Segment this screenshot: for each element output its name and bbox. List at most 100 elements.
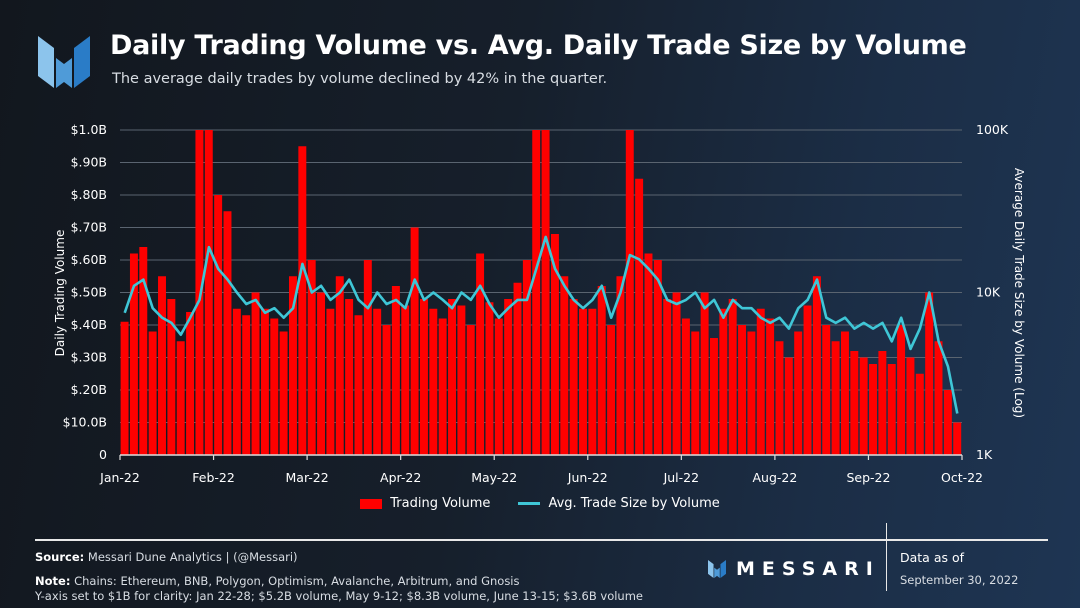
volume-bar [494, 318, 503, 455]
y-tick-label: $.40B [71, 317, 107, 332]
volume-bar [915, 373, 924, 455]
volume-bar [840, 331, 849, 455]
volume-bar [560, 276, 569, 455]
note-line: Note: Chains: Ethereum, BNB, Polygon, Op… [35, 574, 520, 588]
volume-bar [186, 312, 195, 455]
volume-bar [775, 341, 784, 455]
x-tick-label: Jan-22 [99, 470, 140, 485]
volume-bar [710, 338, 718, 455]
x-tick-label: Feb-22 [192, 470, 235, 485]
messari-logo [38, 36, 90, 92]
volume-bar [550, 234, 559, 455]
volume-bar [120, 321, 129, 455]
volume-bar [373, 308, 382, 455]
volume-bar [934, 341, 943, 455]
note-line-2: Y-axis set to $1B for clarity: Jan 22-28… [35, 589, 643, 603]
volume-bar [794, 331, 803, 455]
volume-bar [625, 130, 634, 455]
volume-bar [719, 308, 728, 455]
y-tick-label: $.50B [71, 285, 107, 300]
volume-bar [672, 292, 681, 455]
source-text: Messari Dune Analytics | (@Messari) [87, 550, 298, 564]
volume-bar [822, 325, 831, 455]
volume-bar [401, 305, 410, 455]
volume-bar [635, 178, 644, 455]
volume-bar [597, 286, 606, 455]
volume-bar [391, 286, 400, 455]
volume-bar [747, 331, 756, 455]
volume-bar [363, 260, 372, 455]
volume-bar [335, 276, 344, 455]
volume-bar [466, 325, 475, 455]
source-label: Source: [35, 550, 85, 564]
volume-bar [532, 130, 541, 455]
volume-bar [317, 292, 326, 455]
volume-bar [129, 253, 138, 455]
legend-label: Avg. Trade Size by Volume [548, 496, 720, 511]
volume-bar [242, 315, 251, 455]
y2-tick-label: 100K [976, 122, 1009, 137]
y2-tick-label: 1K [976, 447, 993, 462]
y-tick-label: $.80B [71, 187, 107, 202]
footer-divider [35, 539, 1048, 541]
x-tick-label: Jun-22 [567, 470, 608, 485]
volume-bar [513, 282, 522, 455]
legend-item-avg-trade-size: Avg. Trade Size by Volume [518, 496, 720, 511]
x-tick-label: Oct-22 [941, 470, 983, 485]
volume-bar [588, 308, 597, 455]
legend-item-trading-volume: Trading Volume [360, 496, 490, 511]
volume-bar [681, 318, 690, 455]
volume-bar [298, 146, 307, 455]
volume-bar [139, 247, 148, 455]
volume-bar [457, 305, 466, 455]
note-text: Chains: Ethereum, BNB, Polygon, Optimism… [74, 574, 520, 588]
legend: Trading Volume Avg. Trade Size by Volume [0, 496, 1080, 511]
x-tick-label: Mar-22 [286, 470, 329, 485]
data-as-of-label: Data as of [900, 550, 965, 565]
volume-bar [382, 325, 391, 455]
y-tick-label: $.20B [71, 382, 107, 397]
volume-bar [448, 299, 456, 455]
volume-bar [869, 364, 877, 455]
y-tick-label: 0 [99, 447, 107, 462]
volume-bar [476, 253, 485, 455]
volume-bar [307, 260, 316, 455]
volume-bar [504, 299, 513, 455]
volume-bar [260, 308, 269, 455]
y-tick-label: $.90B [71, 155, 107, 170]
volume-bar [812, 276, 821, 455]
volume-bar [803, 305, 812, 455]
volume-bar [541, 130, 550, 455]
volume-bar [410, 227, 419, 455]
source-line: Source: Messari Dune Analytics | (@Messa… [35, 550, 298, 564]
y-tick-label: $10.0B [63, 415, 107, 430]
volume-bar [326, 308, 335, 455]
volume-bar [663, 299, 672, 455]
volume-bar [279, 331, 288, 455]
chart-subtitle: The average daily trades by volume decli… [112, 71, 608, 87]
volume-bar [251, 292, 260, 455]
volume-bar [485, 302, 494, 455]
volume-bar [906, 357, 915, 455]
y-tick-label: $.60B [71, 252, 107, 267]
y-tick-label: $.70B [71, 220, 107, 235]
brand-wordmark: MESSARI [736, 558, 880, 580]
x-tick-label: May-22 [471, 470, 517, 485]
volume-bar [354, 315, 363, 455]
line-swatch-icon [518, 502, 541, 505]
x-tick-label: Sep-22 [846, 470, 890, 485]
volume-bar [878, 351, 887, 455]
volume-bar [616, 276, 625, 455]
avg-trade-size-line [123, 235, 959, 414]
volume-bar [784, 357, 793, 455]
y2-axis-title: Average Daily Trade Size by Volume (Log) [1012, 168, 1026, 418]
volume-bar [738, 325, 747, 455]
x-tick-label: Aug-22 [752, 470, 797, 485]
volume-bar [887, 364, 896, 455]
volume-bar [158, 276, 166, 455]
volume-bar [148, 331, 157, 455]
volume-bar [438, 318, 447, 455]
volume-bar [522, 260, 531, 455]
messari-brand: MESSARI [708, 558, 880, 580]
volume-bar [897, 325, 906, 455]
